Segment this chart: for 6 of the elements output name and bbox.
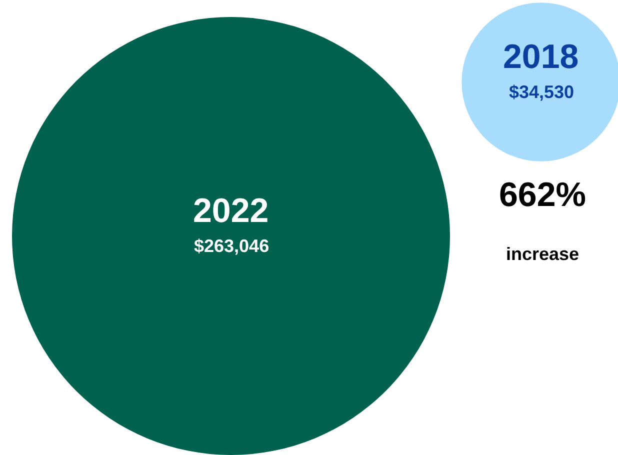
- category-label: 2018: [503, 38, 579, 76]
- text: increase: [506, 244, 580, 264]
- data-label: $34,530: [509, 82, 574, 102]
- data-label: $263,046: [194, 236, 270, 256]
- text: 662%: [499, 176, 586, 214]
- category-label: 2022: [193, 192, 269, 230]
